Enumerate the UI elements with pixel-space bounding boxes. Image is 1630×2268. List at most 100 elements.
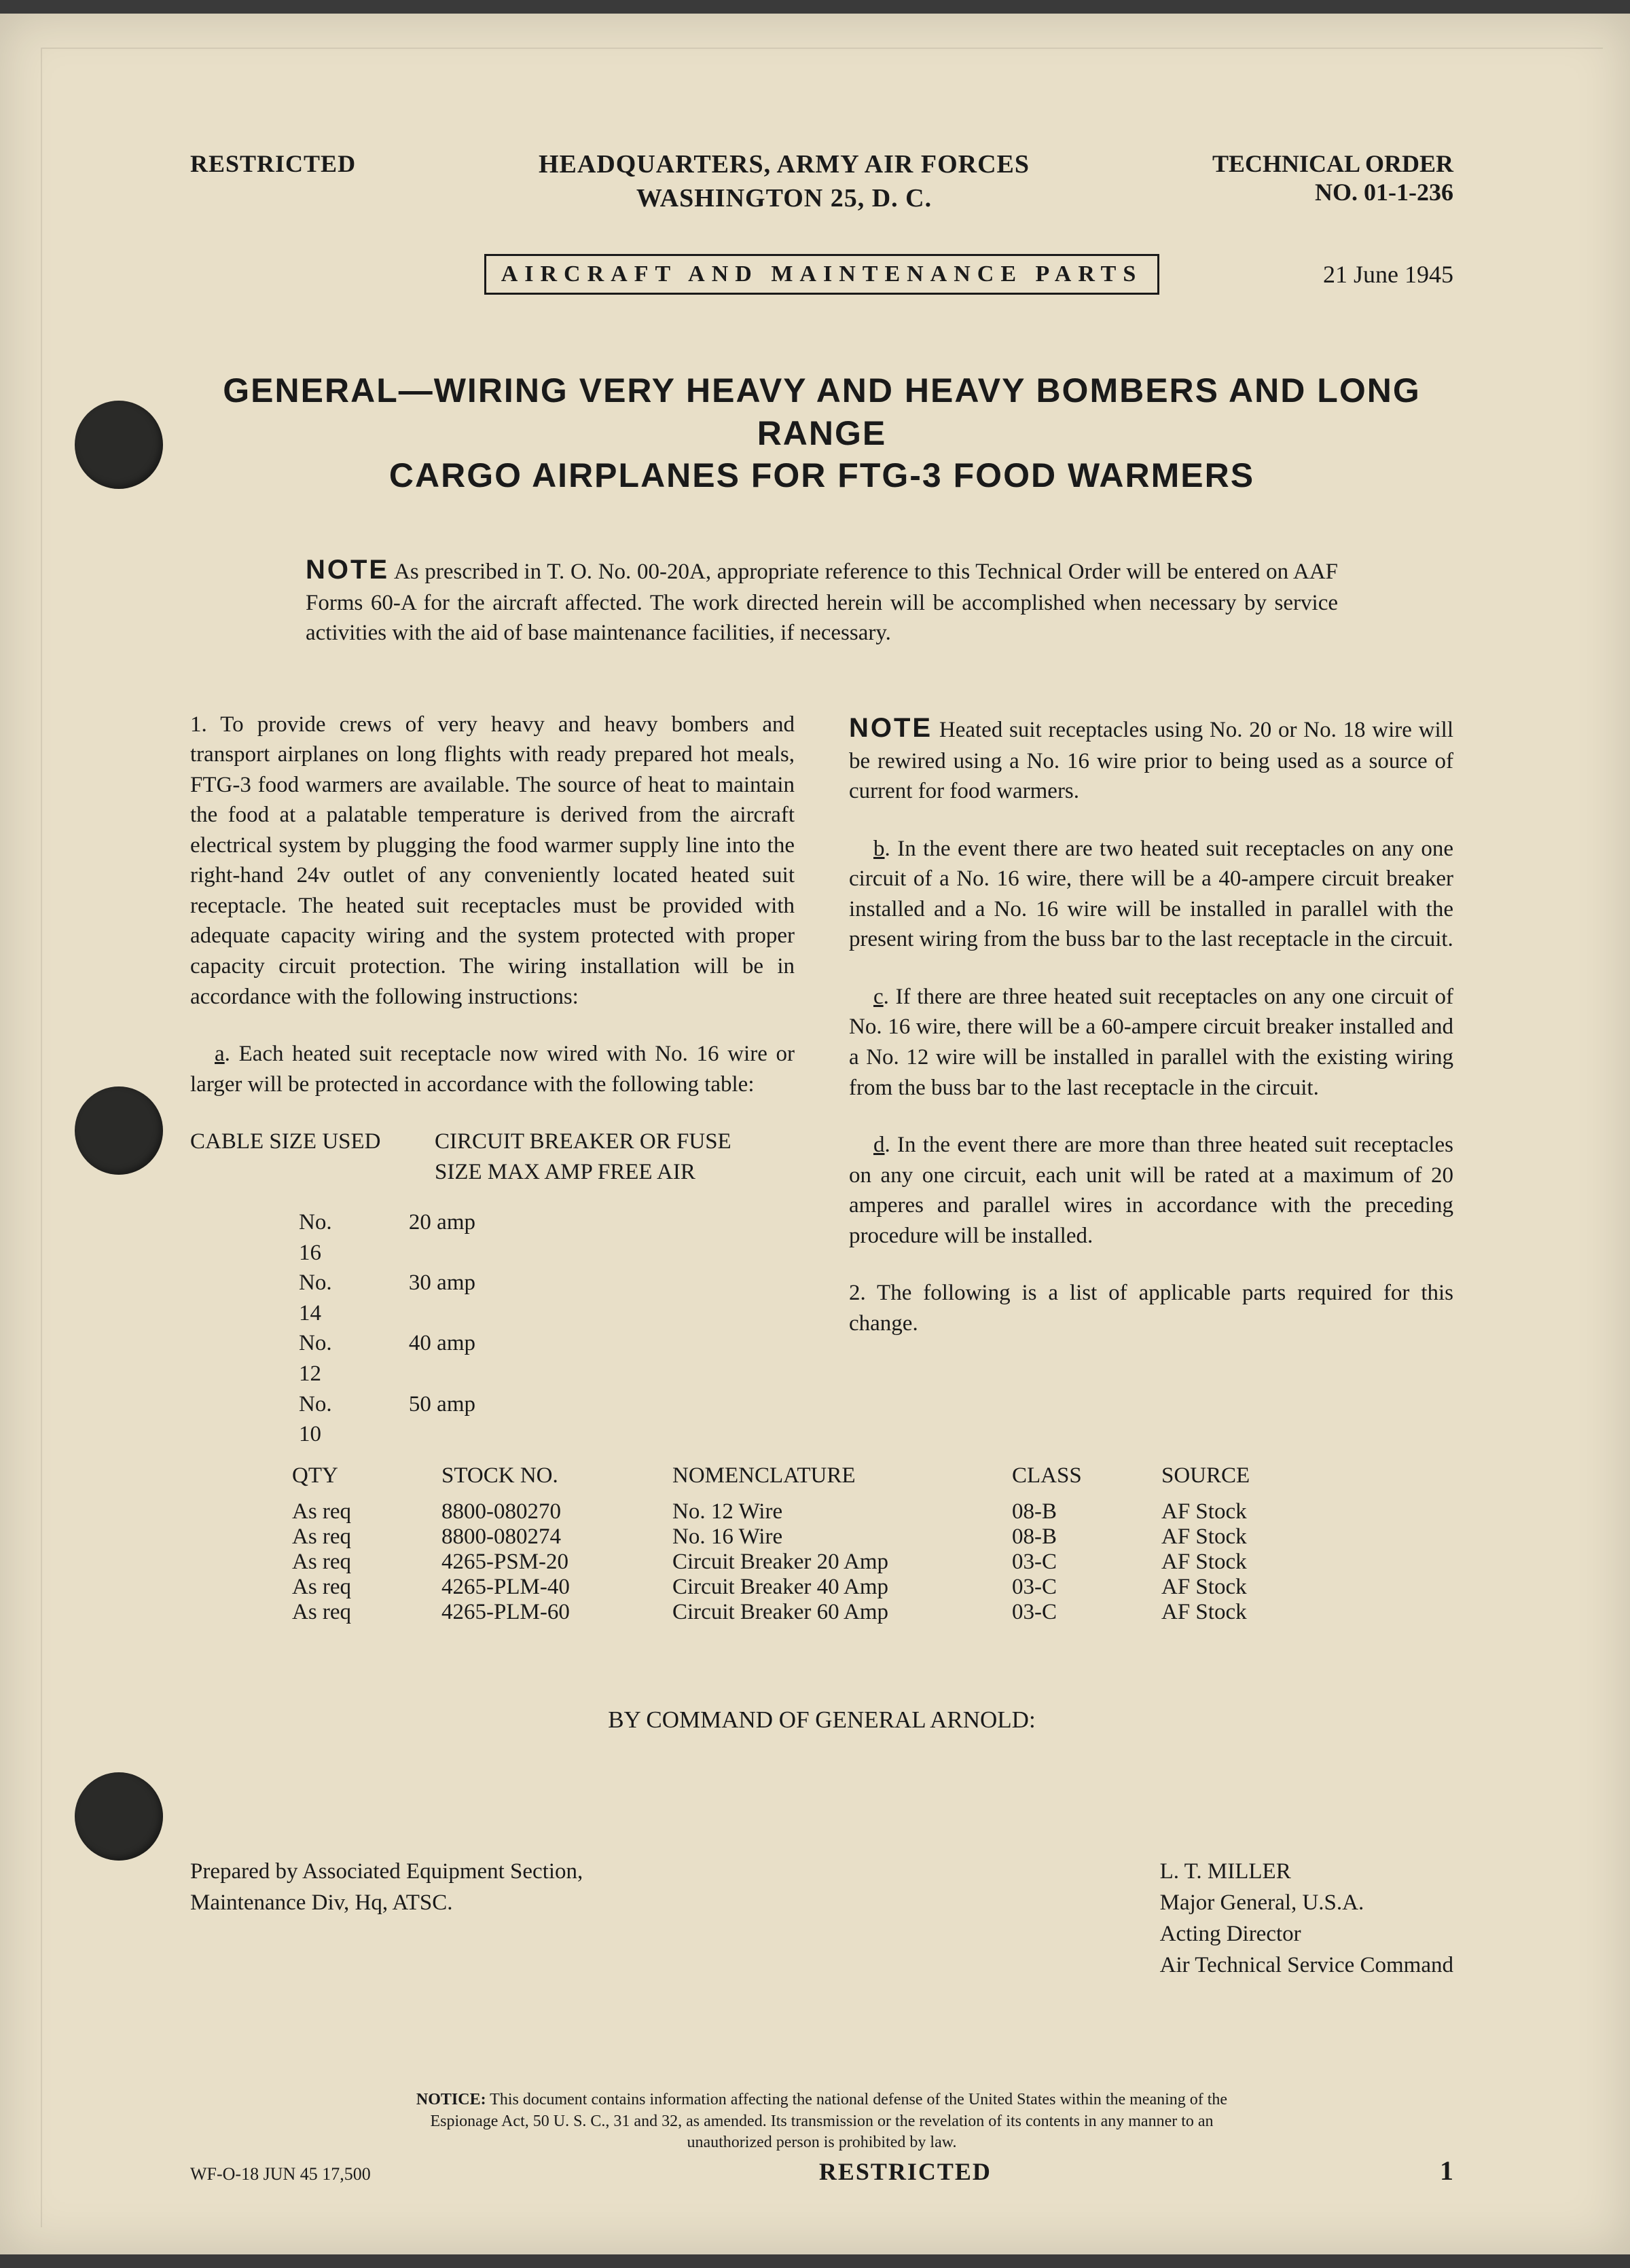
prepared-line1: Prepared by Associated Equipment Section… [190,1856,583,1887]
parts-row: As req8800-080270No. 12 Wire08-BAF Stock [292,1499,1352,1524]
parts-nomen: Circuit Breaker 60 Amp [672,1600,1012,1625]
to-label: TECHNICAL ORDER [1212,149,1453,178]
punch-hole [75,1772,163,1861]
cable-amp: 50 amp [326,1389,516,1450]
parts-stock: 4265-PSM-20 [441,1550,672,1575]
sub-b-label: b [873,837,885,861]
notice-text: This document contains information affec… [430,2091,1227,2151]
parts-nomen: No. 16 Wire [672,1524,1012,1550]
cable-header-2b: SIZE MAX AMP FREE AIR [435,1157,731,1188]
parts-class: 03-C [1012,1600,1161,1625]
right-note-text: Heated suit receptacles using No. 20 or … [849,718,1453,804]
parts-h-stock: STOCK NO. [441,1463,672,1488]
sub-c-text: . If there are three heated suit recepta… [849,985,1453,1100]
cable-row: No. 1430 amp [190,1268,795,1328]
cable-row: No. 1240 amp [190,1328,795,1389]
category-box: AIRCRAFT AND MAINTENANCE PARTS [484,254,1160,295]
sub-c: c. If there are three heated suit recept… [849,982,1453,1103]
parts-qty: As req [292,1499,441,1524]
sub-c-label: c [873,985,884,1009]
header-row: RESTRICTED HEADQUARTERS, ARMY AIR FORCES… [190,149,1453,213]
subheader-row: AIRCRAFT AND MAINTENANCE PARTS 21 June 1… [190,254,1453,295]
parts-row: As req8800-080274No. 16 Wire08-BAF Stock [292,1524,1352,1550]
note-text: As prescribed in T. O. No. 00-20A, appro… [306,560,1338,646]
parts-stock: 8800-080270 [441,1499,672,1524]
right-column: NOTE Heated suit receptacles using No. 2… [849,710,1453,1450]
sig-org: Air Technical Service Command [1160,1950,1453,1981]
signatory: L. T. MILLER Major General, U.S.A. Actin… [1160,1856,1453,1981]
to-number: NO. 01-1-236 [1212,178,1453,206]
sub-d-label: d [873,1133,885,1157]
technical-order-block: TECHNICAL ORDER NO. 01-1-236 [1212,149,1453,206]
security-notice: NOTICE: This document contains informati… [394,2089,1250,2153]
parts-h-qty: QTY [292,1463,441,1488]
hq-line2: WASHINGTON 25, D. C. [539,183,1030,213]
parts-qty: As req [292,1575,441,1600]
parts-class: 03-C [1012,1550,1161,1575]
cable-size: No. 14 [190,1268,326,1328]
cable-size: No. 16 [190,1207,326,1268]
document-title: GENERAL—WIRING VERY HEAVY AND HEAVY BOMB… [190,369,1453,497]
parts-row: As req4265-PSM-20Circuit Breaker 20 Amp0… [292,1550,1352,1575]
classification-top: RESTRICTED [190,149,356,178]
parts-source: AF Stock [1161,1524,1352,1550]
command-line: BY COMMAND OF GENERAL ARNOLD: [190,1706,1453,1734]
parts-h-source: SOURCE [1161,1463,1352,1488]
sub-a: a. Each heated suit receptacle now wired… [190,1039,795,1099]
parts-row: As req4265-PLM-60Circuit Breaker 60 Amp0… [292,1600,1352,1625]
footer-row: WF-O-18 JUN 45 17,500 RESTRICTED 1 [190,2155,1453,2187]
note-block: NOTE As prescribed in T. O. No. 00-20A, … [306,551,1338,648]
title-line1: GENERAL—WIRING VERY HEAVY AND HEAVY BOMB… [190,369,1453,454]
sig-rank: Major General, U.S.A. [1160,1887,1453,1918]
parts-qty: As req [292,1550,441,1575]
cable-amp: 20 amp [326,1207,516,1268]
parts-header: QTY STOCK NO. NOMENCLATURE CLASS SOURCE [292,1463,1352,1488]
parts-source: AF Stock [1161,1499,1352,1524]
sig-name: L. T. MILLER [1160,1856,1453,1887]
note-label: NOTE [306,555,389,585]
punch-hole [75,401,163,489]
prepared-line2: Maintenance Div, Hq, ATSC. [190,1887,583,1918]
print-info: WF-O-18 JUN 45 17,500 [190,2164,371,2184]
parts-row: As req4265-PLM-40Circuit Breaker 40 Amp0… [292,1575,1352,1600]
punch-hole [75,1086,163,1175]
sub-b: b. In the event there are two heated sui… [849,834,1453,955]
cable-header-1: CABLE SIZE USED [190,1127,435,1187]
cable-row: No. 1050 amp [190,1389,795,1450]
sub-b-text: . In the event there are two heated suit… [849,837,1453,952]
cable-header-2: CIRCUIT BREAKER OR FUSE SIZE MAX AMP FRE… [435,1127,731,1187]
prepared-by: Prepared by Associated Equipment Section… [190,1856,583,1981]
parts-nomen: Circuit Breaker 40 Amp [672,1575,1012,1600]
sub-a-text: . Each heated suit receptacle now wired … [190,1042,795,1097]
cable-size: No. 12 [190,1328,326,1389]
note-label: NOTE [849,713,932,743]
parts-class: 08-B [1012,1524,1161,1550]
parts-class: 03-C [1012,1575,1161,1600]
headquarters-block: HEADQUARTERS, ARMY AIR FORCES WASHINGTON… [539,149,1030,213]
parts-class: 08-B [1012,1499,1161,1524]
cable-row: No. 1620 amp [190,1207,795,1268]
left-column: 1. To provide crews of very heavy and he… [190,710,795,1450]
cable-header-2a: CIRCUIT BREAKER OR FUSE [435,1127,731,1157]
paragraph-1: 1. To provide crews of very heavy and he… [190,710,795,1012]
cable-table: CABLE SIZE USED CIRCUIT BREAKER OR FUSE … [190,1127,795,1449]
parts-source: AF Stock [1161,1550,1352,1575]
parts-qty: As req [292,1524,441,1550]
classification-bottom: RESTRICTED [819,2157,992,2186]
cable-amp: 40 amp [326,1328,516,1389]
parts-h-class: CLASS [1012,1463,1161,1488]
parts-nomen: Circuit Breaker 20 Amp [672,1550,1012,1575]
hq-line1: HEADQUARTERS, ARMY AIR FORCES [539,149,1030,179]
body-columns: 1. To provide crews of very heavy and he… [190,710,1453,1450]
parts-nomen: No. 12 Wire [672,1499,1012,1524]
document-page: RESTRICTED HEADQUARTERS, ARMY AIR FORCES… [0,14,1630,2254]
parts-stock: 8800-080274 [441,1524,672,1550]
sub-a-label: a [215,1042,225,1066]
signature-block: Prepared by Associated Equipment Section… [190,1856,1453,1981]
sub-d-text: . In the event there are more than three… [849,1133,1453,1248]
parts-qty: As req [292,1600,441,1625]
sub-d: d. In the event there are more than thre… [849,1130,1453,1251]
parts-stock: 4265-PLM-40 [441,1575,672,1600]
issue-date: 21 June 1945 [1222,260,1453,289]
title-line2: CARGO AIRPLANES FOR FTG-3 FOOD WARMERS [190,454,1453,497]
